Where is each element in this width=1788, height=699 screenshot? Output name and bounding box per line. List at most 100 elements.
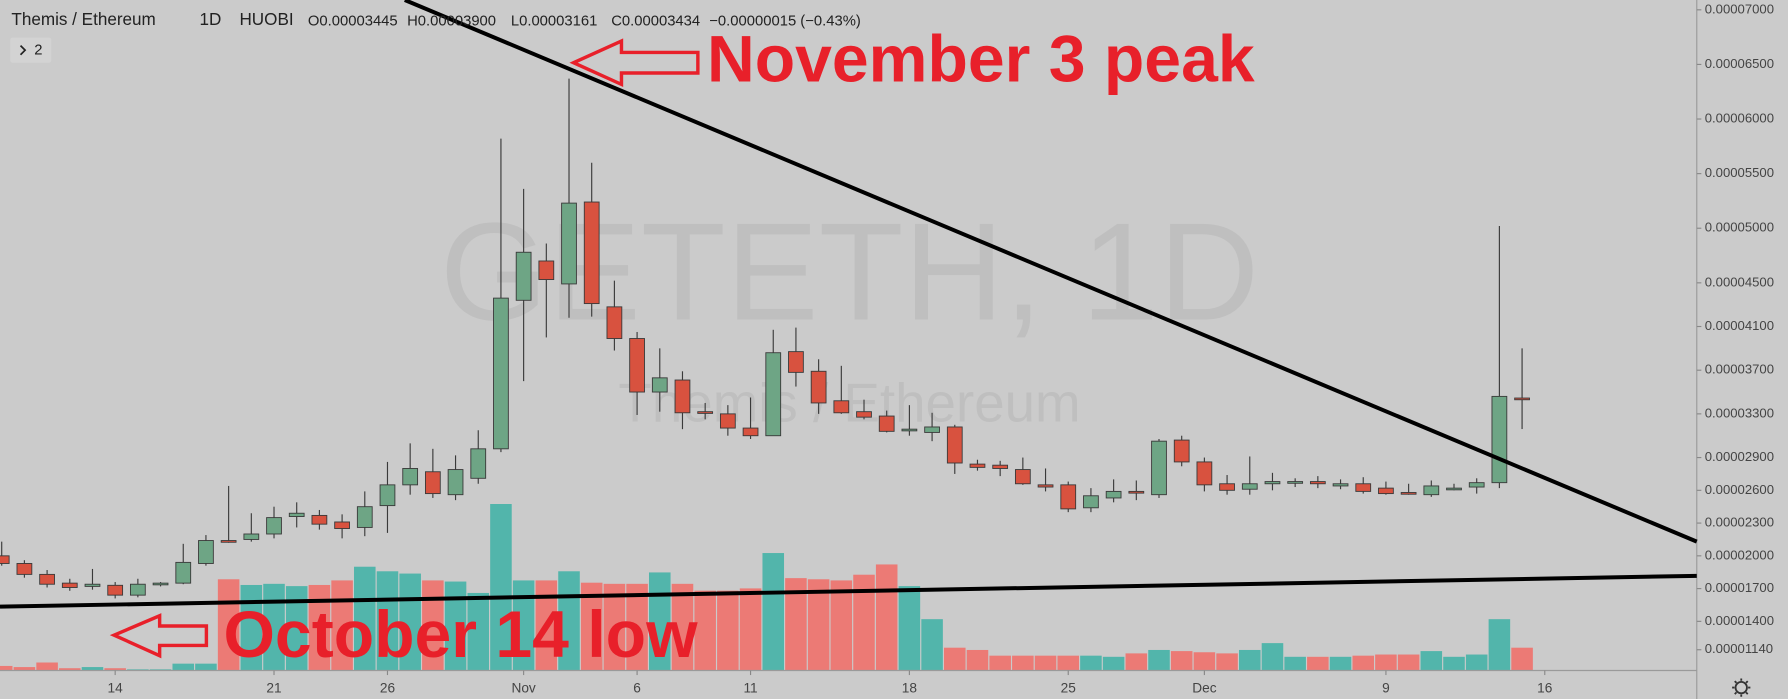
volume-bar (376, 571, 399, 671)
x-tick-label: Nov (511, 680, 535, 695)
volume-bar (172, 663, 195, 671)
candle-body (674, 379, 691, 414)
symbol-name[interactable]: Themis / Ethereum (11, 10, 155, 29)
volume-bar (580, 582, 603, 671)
x-tick-label: 9 (1382, 680, 1390, 695)
volume-bar (1148, 649, 1170, 671)
volume-bar (13, 667, 36, 671)
plot-area (0, 78, 1533, 671)
volume-bar (331, 580, 353, 671)
volume-bar (1238, 649, 1261, 671)
x-tick-label: 16 (1537, 680, 1552, 695)
y-tick-label: 0.00003300 (1705, 405, 1774, 420)
candle-body (84, 583, 101, 587)
volume-bar (921, 619, 943, 671)
ohlc-high: H0.00003900 (407, 14, 496, 30)
y-tick-label: 0.00001140 (1705, 641, 1773, 656)
volume-bar (989, 655, 1011, 671)
candle-body (924, 426, 940, 433)
volume-bar (603, 583, 626, 671)
volume-bar (1488, 619, 1511, 671)
volume-bar (422, 580, 444, 671)
trend-line-resistance (404, 0, 1698, 544)
candle-body (1241, 483, 1258, 490)
candle-body (220, 540, 237, 543)
y-tick-label: 0.00002600 (1705, 482, 1774, 497)
volume-bar (1307, 656, 1329, 671)
y-tick-label: 0.00001700 (1705, 580, 1774, 595)
candle-body (810, 370, 827, 404)
x-tick-label: 11 (743, 680, 757, 695)
volume-bar (1261, 643, 1284, 671)
candle-body (1514, 397, 1530, 401)
candle-body (788, 351, 804, 373)
candle-body (334, 521, 350, 529)
volume-bar (1012, 655, 1034, 671)
axes: 0.00007000 0.00006500 0.00006000 0.00005500… (108, 1, 1774, 695)
y-tick-label: 0.00004100 (1705, 318, 1774, 333)
volume-bar (626, 583, 648, 671)
volume-bar (739, 588, 762, 671)
volume-bar (1080, 655, 1102, 671)
exchange: HUOBI (239, 10, 293, 29)
settings-button[interactable] (1732, 678, 1751, 697)
candle-body (16, 563, 33, 575)
candle-body (606, 306, 623, 339)
candle-body (1264, 481, 1281, 485)
ohlc-open: O0.00003445 (308, 14, 398, 30)
candle-body (107, 584, 124, 596)
x-tick-label: 25 (1061, 680, 1077, 695)
candle-body (175, 561, 192, 584)
volume-bar (694, 590, 716, 671)
volume-bar (1125, 653, 1148, 671)
volume-bar (59, 668, 81, 671)
interval[interactable]: 1D (200, 10, 222, 29)
gear-teeth (1732, 678, 1751, 697)
candle-body (1423, 485, 1440, 496)
candle-body (946, 426, 963, 464)
volume-bar (807, 579, 830, 671)
candle-body (583, 201, 600, 305)
volume-bar (104, 668, 126, 671)
candle-body (697, 411, 714, 414)
volume-bar (671, 583, 694, 671)
volume-bar (444, 581, 467, 671)
volume-bar (240, 584, 263, 671)
candle-body (1219, 483, 1235, 491)
candle-body (152, 582, 169, 586)
candle-body (243, 533, 260, 540)
candle-body (515, 251, 532, 301)
toggle-button[interactable] (10, 37, 52, 63)
y-tick-label: 0.00005000 (1705, 220, 1774, 235)
volume-bar (1352, 655, 1375, 671)
candle-body (1037, 484, 1054, 488)
x-tick-label: Dec (1192, 680, 1216, 695)
candle-body (1446, 487, 1462, 491)
candle-body (447, 469, 464, 496)
candle-body (379, 484, 396, 507)
volume-bar (490, 504, 512, 671)
candle-body (878, 415, 895, 432)
y-tick-label: 0.00005500 (1705, 165, 1774, 180)
candle-body (992, 464, 1009, 469)
arrow (109, 613, 209, 659)
candle-body (856, 411, 872, 418)
candle-body (1014, 469, 1031, 485)
volume-bar (1193, 652, 1216, 671)
y-tick-label: 0.00003700 (1705, 362, 1774, 377)
volume-bar (195, 663, 217, 671)
candle-body (719, 413, 736, 429)
watermark-name: Themis / Ethereum (618, 372, 1080, 434)
candle-body (1287, 481, 1304, 484)
candle-body (561, 202, 577, 285)
candle-body (1083, 495, 1099, 509)
candle-body (470, 448, 487, 479)
indicators-toggle[interactable]: 2 (10, 37, 52, 63)
gear-icon[interactable] (1734, 680, 1748, 695)
y-tick-label: 0.00004500 (1705, 274, 1774, 289)
annotation: November 3 peak (707, 22, 1255, 96)
candle-body (1173, 439, 1190, 463)
candle-body (288, 512, 305, 517)
ohlc-low: L0.00003161 (511, 14, 598, 30)
